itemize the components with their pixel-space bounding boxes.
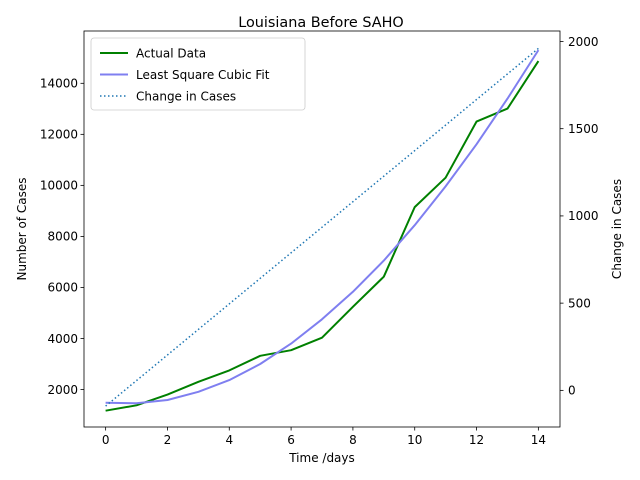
axes: 0 2 4 6 8 10 12 1420004000600080001000012000140…: [40, 35, 599, 447]
y-tick-label: 2000: [47, 383, 78, 397]
y-tick-label: 12000: [40, 128, 78, 142]
axes-frame: [83, 30, 561, 428]
y2-tick-label: 2000: [568, 35, 599, 49]
y-tick-label: 14000: [40, 77, 78, 91]
legend-label: Least Square Cubic Fit: [136, 68, 270, 82]
plot-area: [105, 47, 540, 412]
chart-title: Louisiana Before SAHO: [238, 15, 404, 31]
legend-box: [90, 37, 306, 111]
actual-data-line: [105, 60, 540, 412]
y2-tick-label: 0: [568, 384, 576, 398]
x-axis-label: Time /days: [288, 451, 355, 465]
legend: Actual Data Least Square Cubic Fit Change …: [90, 37, 306, 111]
y2-axis-label: Change in Cases: [610, 179, 624, 279]
y-axis-label: Number of Cases: [15, 177, 29, 280]
y2-tick-label: 1000: [568, 209, 599, 223]
y2-tick-label: 1500: [568, 122, 599, 136]
x-tick-label: 6: [287, 433, 295, 447]
legend-label: Change in Cases: [136, 90, 236, 104]
x-tick-label: 2: [164, 433, 172, 447]
x-tick-label: 0: [102, 433, 110, 447]
y2-tick-label: 500: [568, 296, 591, 310]
y-tick-label: 6000: [47, 281, 78, 295]
x-tick-label: 4: [225, 433, 233, 447]
x-tick-label: 8: [349, 433, 357, 447]
change-in-cases-line: [105, 47, 539, 407]
y-tick-label: 4000: [47, 332, 78, 346]
x-tick-label: 14: [531, 433, 546, 447]
least-square-cubic-fit-line: [105, 49, 540, 405]
y-tick-label: 8000: [47, 230, 78, 244]
legend-label: Actual Data: [136, 47, 206, 61]
x-tick-label: 12: [469, 433, 484, 447]
x-tick-label: 10: [407, 433, 422, 447]
y-tick-label: 10000: [40, 179, 78, 193]
